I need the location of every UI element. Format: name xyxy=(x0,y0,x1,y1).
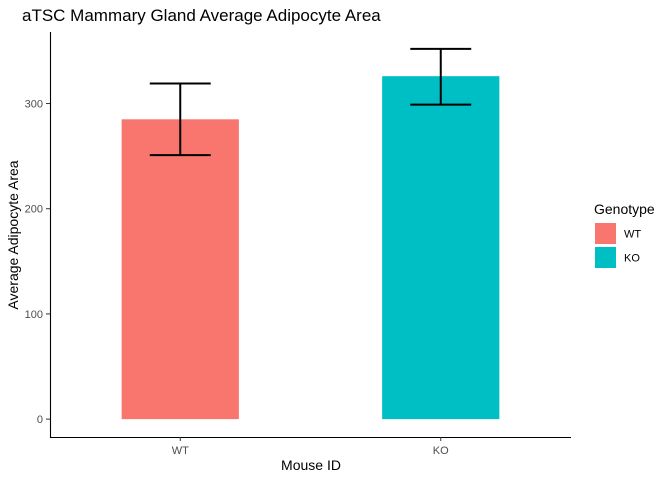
x-axis-title: Mouse ID xyxy=(281,457,341,473)
error-bar-wt xyxy=(149,82,211,157)
legend: Genotype WT KO xyxy=(594,201,655,268)
legend-item-ko: KO xyxy=(595,247,640,268)
x-tick-label: WT xyxy=(172,445,189,457)
legend-label: WT xyxy=(624,229,641,241)
bar-wt xyxy=(121,119,239,420)
y-tick-label: 300 xyxy=(25,99,43,111)
error-bar-ko xyxy=(410,47,472,106)
x-tick-label: KO xyxy=(433,445,449,457)
legend-title: Genotype xyxy=(594,201,655,217)
plot-area xyxy=(121,47,500,420)
legend-items: WT KO xyxy=(595,223,641,268)
legend-item-wt: WT xyxy=(595,223,641,244)
x-axis-ticks: WT KO xyxy=(172,437,449,457)
chart-title: aTSC Mammary Gland Average Adipocyte Are… xyxy=(22,6,381,25)
bar-ko xyxy=(382,76,500,420)
y-tick-label: 0 xyxy=(37,414,43,426)
legend-label: KO xyxy=(624,253,640,265)
y-tick-label: 200 xyxy=(25,204,43,216)
y-axis-ticks: 0 100 200 300 xyxy=(25,99,50,426)
legend-key-swatch xyxy=(595,247,616,268)
legend-key-swatch xyxy=(595,223,616,244)
y-axis-title: Average Adipocyte Area xyxy=(5,160,21,309)
y-tick-label: 100 xyxy=(25,309,43,321)
